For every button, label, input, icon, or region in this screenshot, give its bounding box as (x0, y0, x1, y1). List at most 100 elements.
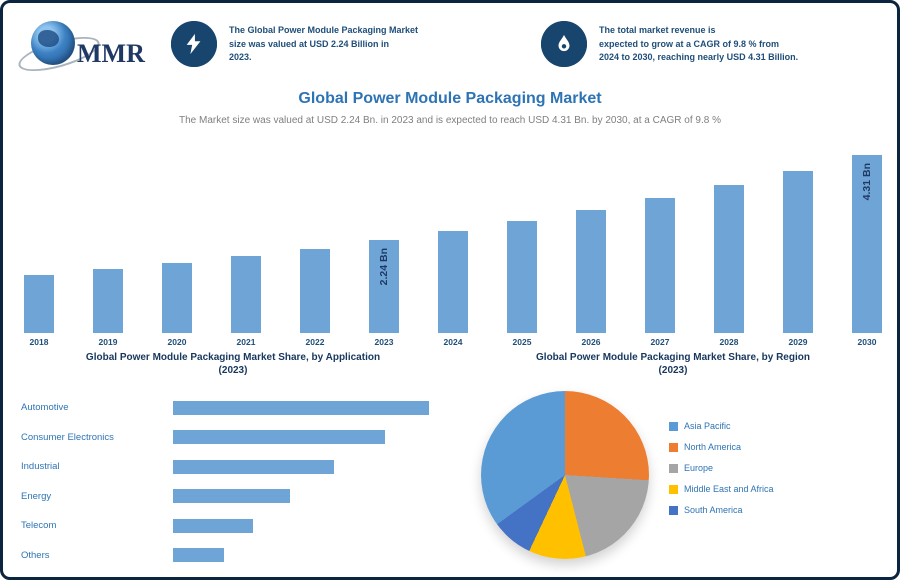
globe-icon (31, 21, 75, 65)
legend-item: Asia Pacific (669, 421, 774, 432)
stat-line: The Global Power Module Packaging Market (229, 25, 419, 35)
bar-column: 2024 (432, 231, 474, 347)
stat-market-growth: The total market revenue is expected to … (541, 21, 876, 67)
application-bar-chart: Automotive Consumer Electronics Industrial… (21, 393, 451, 570)
region-legend: Asia Pacific North America Europe Middle Ea… (669, 421, 774, 516)
stat-market-size: The Global Power Module Packaging Market… (171, 21, 496, 67)
bolt-icon (171, 21, 217, 67)
application-bar (173, 400, 429, 415)
stat-line: The total market revenue is (599, 25, 716, 35)
logo-text: MMR (77, 39, 145, 68)
x-axis-year: 2021 (236, 337, 256, 347)
legend-item: Middle East and Africa (669, 484, 774, 495)
legend-label: Europe (684, 463, 714, 473)
region-chart-area: Asia Pacific North America Europe Middle Ea… (471, 391, 891, 576)
year-bar (24, 275, 54, 333)
year-bar: 4.31 Bn (852, 155, 882, 333)
bar-column: 2027 (639, 198, 681, 347)
bar-column: 2019 (87, 269, 129, 347)
heading-line: Global Power Module Packaging Market Sha… (536, 352, 810, 363)
bar-value-label: 4.31 Bn (861, 163, 873, 201)
year-bar (645, 198, 675, 333)
bar-column: 2025 (501, 221, 543, 347)
application-row: Telecom (21, 511, 451, 541)
heading-line: (2023) (218, 365, 248, 376)
heading-line: Global Power Module Packaging Market Sha… (85, 352, 381, 363)
application-section-heading: Global Power Module Packaging Market Sha… (17, 351, 449, 377)
year-bar (300, 249, 330, 333)
bar-column: 2029 (777, 171, 819, 347)
bar-column: 2018 (18, 275, 60, 347)
region-pie (481, 391, 649, 559)
year-bar (93, 269, 123, 333)
application-row: Automotive (21, 393, 451, 423)
stat-line: expected to grow at a CAGR of 9.8 % from (599, 38, 780, 49)
legend-label: North America (684, 442, 742, 452)
application-bar (173, 518, 253, 533)
bar-column: 2026 (570, 210, 612, 347)
x-axis-year: 2026 (581, 337, 601, 347)
annual-bar-chart: 2018 2019 2020 2021 2022 2.24 Bn 2023 2024 2025 2… (18, 133, 888, 347)
year-bar (162, 263, 192, 333)
x-axis-year: 2020 (167, 337, 187, 347)
stat-line: 2024 to 2030, reaching nearly USD 4.31 B… (599, 52, 799, 62)
legend-swatch (669, 485, 678, 494)
bar-column: 4.31 Bn 2030 (846, 155, 888, 347)
legend-item: South America (669, 505, 774, 516)
x-axis-year: 2018 (29, 337, 49, 347)
legend-label: South America (684, 505, 743, 515)
year-bar (783, 171, 813, 333)
application-label: Telecom (21, 520, 57, 532)
bar-column: 2022 (294, 249, 336, 347)
application-row: Energy (21, 482, 451, 512)
x-axis-year: 2025 (512, 337, 532, 347)
x-axis-year: 2019 (98, 337, 118, 347)
application-label: Others (21, 549, 50, 561)
bar-column: 2020 (156, 263, 198, 347)
page-subtitle: The Market size was valued at USD 2.24 B… (179, 115, 721, 126)
year-bar (438, 231, 468, 333)
year-bar: 2.24 Bn (369, 240, 399, 333)
legend-label: Asia Pacific (684, 421, 731, 431)
x-axis-year: 2023 (374, 337, 394, 347)
heading-line: (2023) (658, 365, 688, 376)
x-axis-year: 2030 (857, 337, 877, 347)
application-bar (173, 430, 385, 445)
x-axis-year: 2024 (443, 337, 463, 347)
application-bar (173, 489, 290, 504)
application-label: Consumer Electronics (21, 431, 114, 443)
stat-text-block: The total market revenue is expected to … (599, 21, 798, 65)
application-bar (173, 548, 224, 563)
application-row: Consumer Electronics (21, 423, 451, 453)
application-label: Industrial (21, 461, 60, 473)
legend-label: Middle East and Africa (684, 484, 774, 494)
stat-line: size was valued at USD 2.24 Billion in (229, 38, 390, 49)
x-axis-year: 2022 (305, 337, 325, 347)
x-axis-year: 2027 (650, 337, 670, 347)
application-label: Energy (21, 490, 52, 502)
year-bar (231, 256, 261, 333)
year-bar (507, 221, 537, 333)
bar-value-label: 2.24 Bn (378, 248, 390, 286)
legend-swatch (669, 464, 678, 473)
x-axis-year: 2029 (788, 337, 808, 347)
application-row: Industrial (21, 452, 451, 482)
flame-icon (541, 21, 587, 67)
region-section-heading: Global Power Module Packaging Market Sha… (457, 351, 889, 377)
stat-text-block: The Global Power Module Packaging Market… (229, 21, 418, 65)
legend-item: Europe (669, 463, 774, 474)
page-title: Global Power Module Packaging Market (298, 90, 602, 107)
bar-column: 2028 (708, 185, 750, 347)
x-axis-year: 2028 (719, 337, 739, 347)
application-label: Automotive (21, 402, 69, 414)
bar-column: 2.24 Bn 2023 (363, 240, 405, 347)
year-bar (714, 185, 744, 333)
legend-swatch (669, 506, 678, 515)
legend-item: North America (669, 442, 774, 453)
legend-swatch (669, 422, 678, 431)
stat-line: 2023. (229, 52, 252, 62)
year-bar (576, 210, 606, 333)
legend-swatch (669, 443, 678, 452)
application-row: Others (21, 541, 451, 571)
